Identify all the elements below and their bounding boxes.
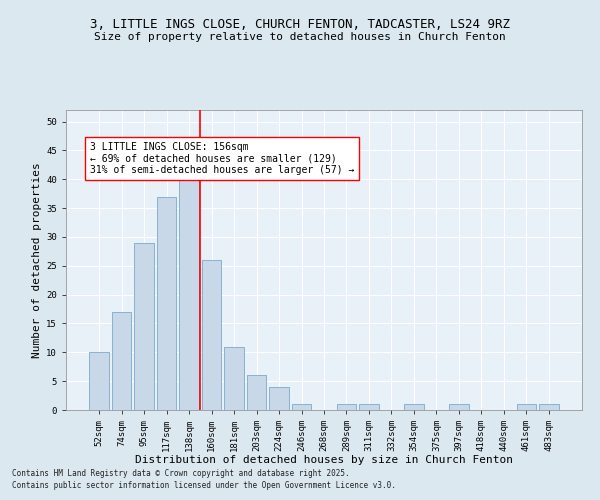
Text: Contains public sector information licensed under the Open Government Licence v3: Contains public sector information licen… [12, 481, 396, 490]
Bar [134, 242, 154, 410]
Bar [224, 346, 244, 410]
Bar [269, 387, 289, 410]
X-axis label: Distribution of detached houses by size in Church Fenton: Distribution of detached houses by size … [135, 456, 513, 466]
Bar [157, 196, 176, 410]
Text: Contains HM Land Registry data © Crown copyright and database right 2025.: Contains HM Land Registry data © Crown c… [12, 468, 350, 477]
Bar [89, 352, 109, 410]
Bar [337, 404, 356, 410]
Bar [112, 312, 131, 410]
Text: Size of property relative to detached houses in Church Fenton: Size of property relative to detached ho… [94, 32, 506, 42]
Text: 3 LITTLE INGS CLOSE: 156sqm
← 69% of detached houses are smaller (129)
31% of se: 3 LITTLE INGS CLOSE: 156sqm ← 69% of det… [90, 142, 355, 175]
Text: 3, LITTLE INGS CLOSE, CHURCH FENTON, TADCASTER, LS24 9RZ: 3, LITTLE INGS CLOSE, CHURCH FENTON, TAD… [90, 18, 510, 30]
Bar [179, 174, 199, 410]
Bar [247, 376, 266, 410]
Bar [202, 260, 221, 410]
Bar [517, 404, 536, 410]
Bar [404, 404, 424, 410]
Bar [539, 404, 559, 410]
Bar [449, 404, 469, 410]
Bar [359, 404, 379, 410]
Y-axis label: Number of detached properties: Number of detached properties [32, 162, 42, 358]
Bar [292, 404, 311, 410]
